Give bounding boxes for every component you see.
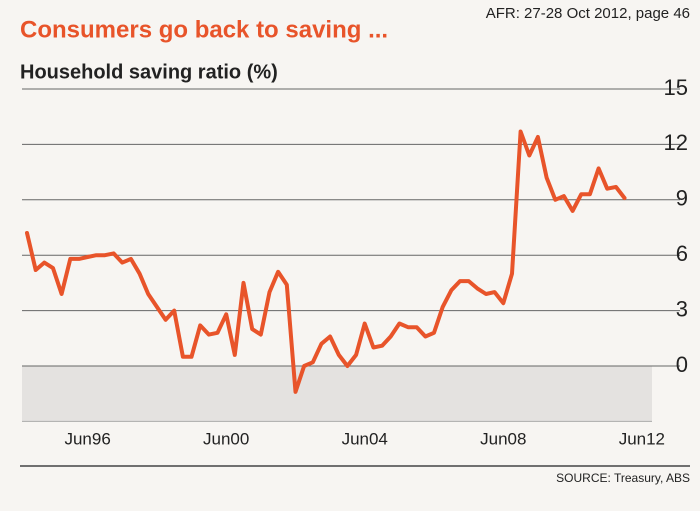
x-tick-label: Jun04 <box>342 429 388 448</box>
y-tick-label: 3 <box>676 296 688 321</box>
series-line <box>25 129 627 394</box>
x-tick-label: Jun08 <box>480 429 526 448</box>
x-tick-label: Jun96 <box>64 429 110 448</box>
y-tick-label: 0 <box>676 352 688 377</box>
y-tick-label: 9 <box>676 186 688 211</box>
annotation: AFR: 27-28 Oct 2012, page 46 <box>486 5 690 22</box>
source: SOURCE: Treasury, ABS <box>556 471 690 485</box>
chart-title: Consumers go back to saving ... <box>20 16 388 43</box>
x-tick-label: Jun12 <box>619 429 665 448</box>
y-tick-label: 6 <box>676 241 688 266</box>
y-tick-label: 12 <box>664 130 688 155</box>
negative-zone <box>22 366 652 422</box>
chart-subtitle: Household saving ratio (%) <box>20 61 278 83</box>
x-tick-label: Jun00 <box>203 429 249 448</box>
y-tick-label: 15 <box>664 75 688 100</box>
